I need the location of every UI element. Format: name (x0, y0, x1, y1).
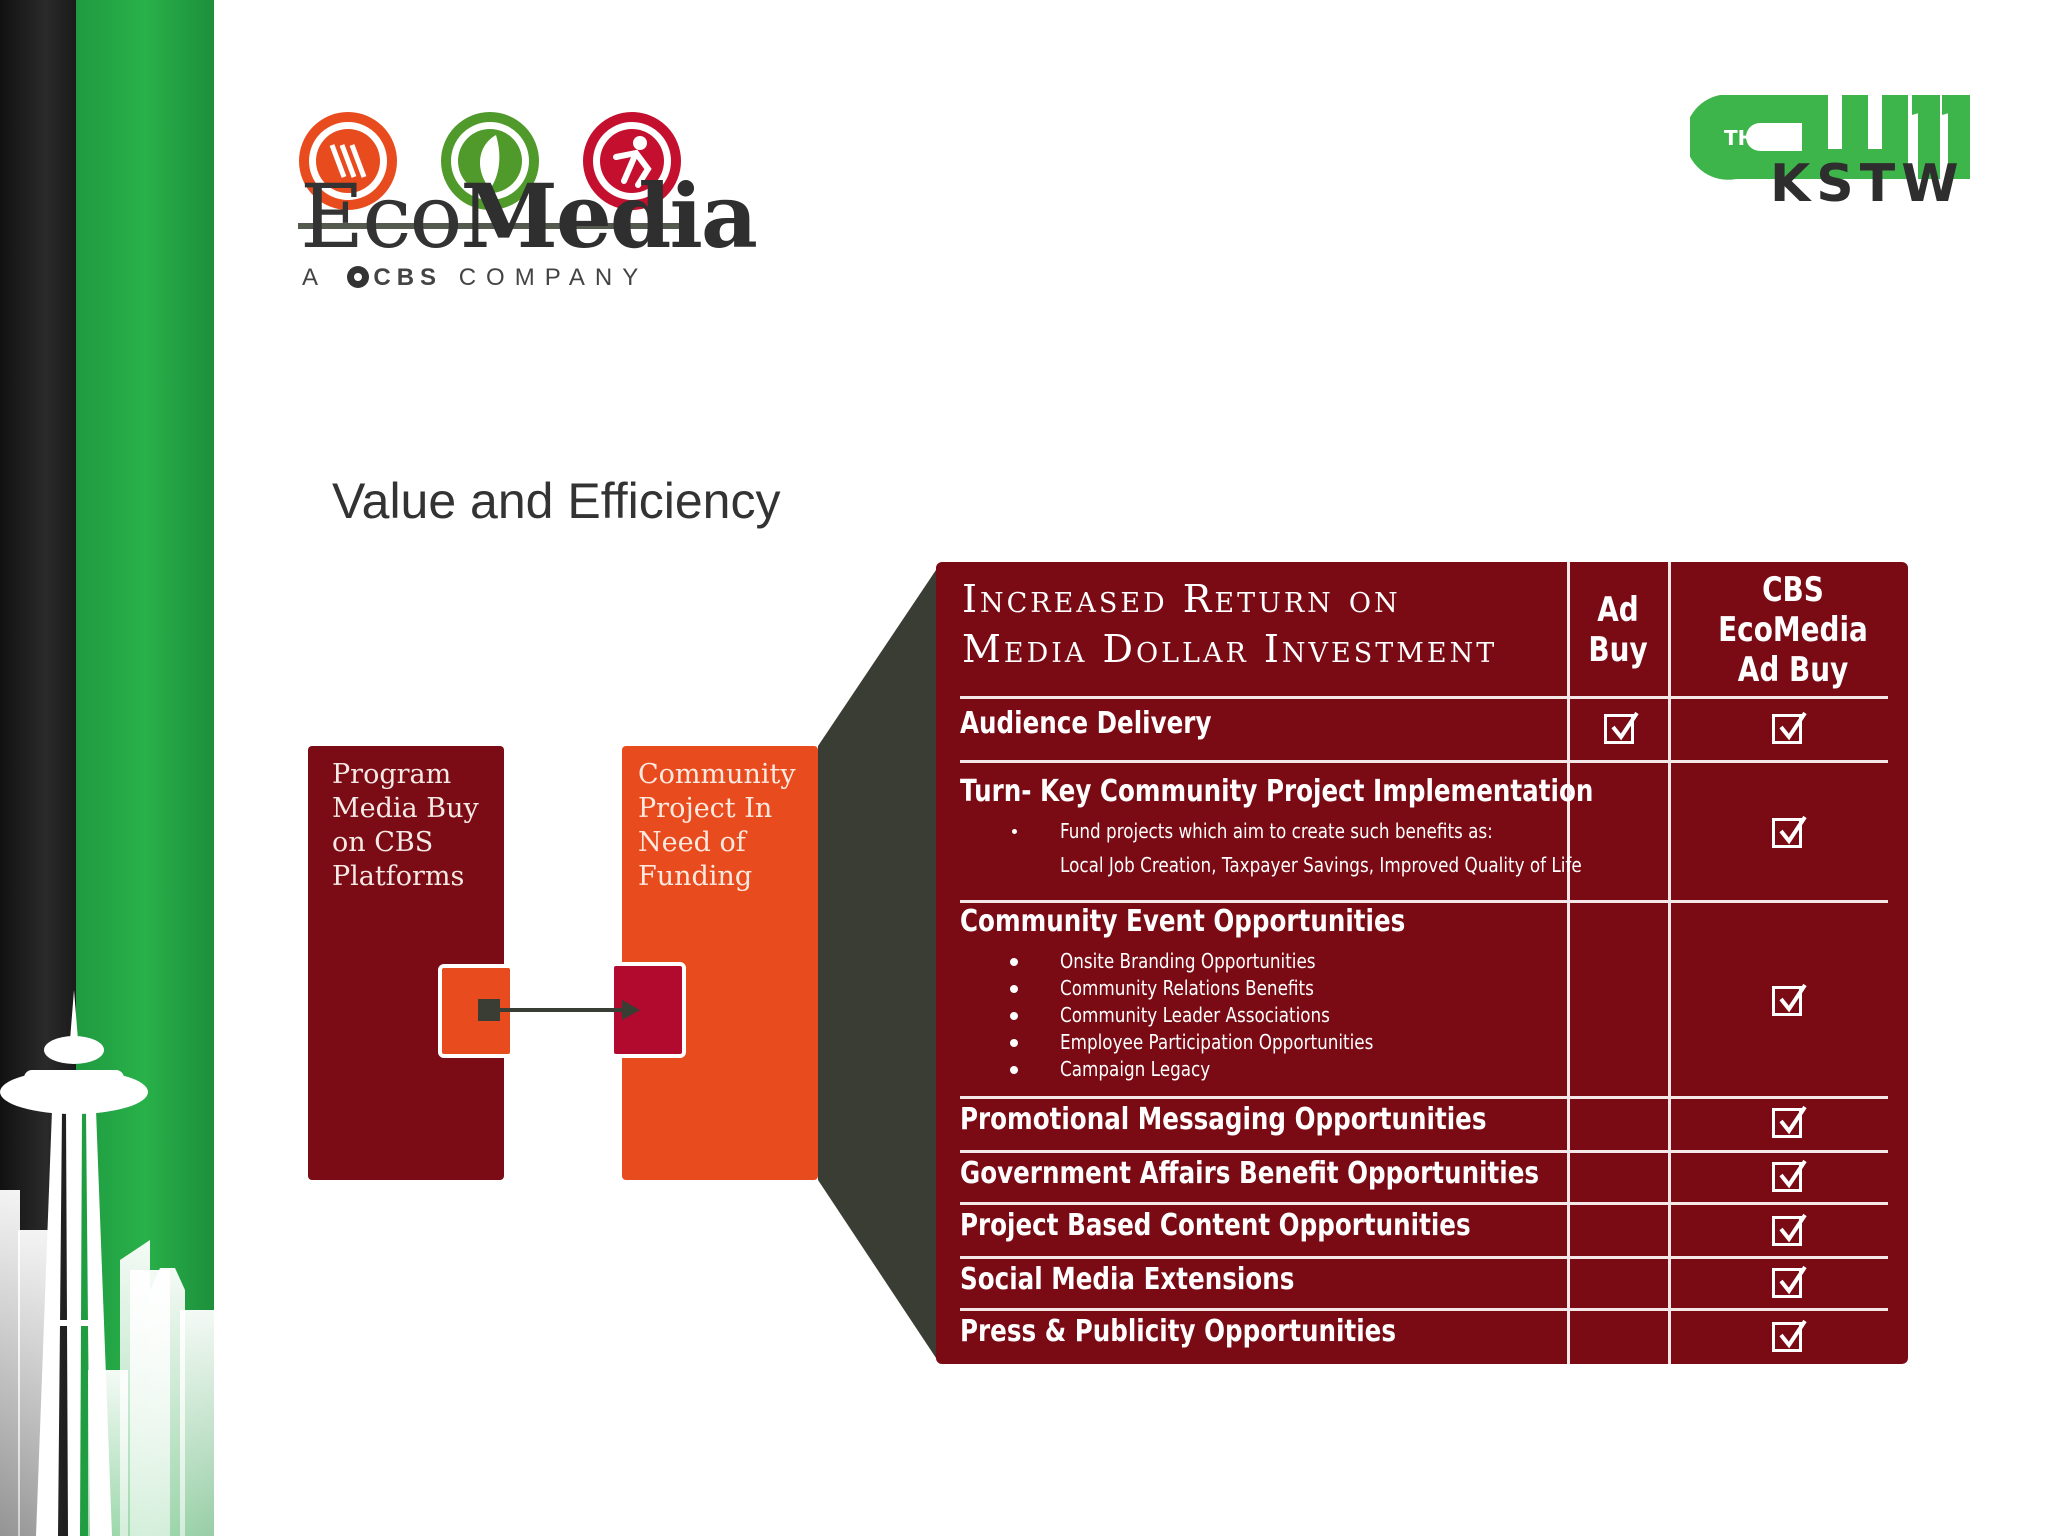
checkbox-checked-icon (1772, 1319, 1807, 1352)
ecomedia-tagline: A CBS COMPANY (302, 264, 649, 291)
table-row-bullet: Employee Participation Opportunities (1060, 1030, 1374, 1054)
bullet-icon (1010, 1012, 1018, 1020)
column-header-cbs-ecomedia: CBS EcoMedia Ad Buy (1718, 570, 1868, 690)
table-title: Increased Return on Media Dollar Investm… (962, 574, 1497, 674)
skyline-graphic (0, 990, 214, 1536)
table-row-label: Promotional Messaging Opportunities (960, 1102, 1487, 1137)
table-row-label: Government Affairs Benefit Opportunities (960, 1156, 1540, 1191)
ecomedia-logo-icons (298, 112, 686, 229)
column-divider (1668, 562, 1671, 1364)
table-row-label: Press & Publicity Opportunities (960, 1314, 1397, 1349)
cw-the-text: THE (1724, 126, 1768, 150)
table-row-bullet: Campaign Legacy (1060, 1057, 1211, 1081)
left-decorative-band (0, 0, 214, 1536)
cw-station-callsign: KSTW (1770, 154, 1965, 214)
checkbox-checked-icon (1772, 983, 1807, 1016)
table-row-bullet: Fund projects which aim to create such b… (1060, 819, 1493, 843)
roi-comparison-table: Increased Return on Media Dollar Investm… (936, 562, 1908, 1364)
checkbox-checked-icon (1604, 711, 1639, 744)
cbs-eye-icon (347, 266, 370, 288)
checkbox-checked-icon (1772, 1159, 1807, 1192)
table-row-label: Social Media Extensions (960, 1262, 1295, 1297)
cw11-logo: THE (1690, 95, 1970, 180)
table-row-label: Project Based Content Opportunities (960, 1208, 1471, 1243)
program-box-label: Program Media Buy on CBS Platforms (332, 759, 479, 892)
community-box-label: Community Project In Need of Funding (638, 759, 796, 892)
table-row-bullet: Community Leader Associations (1060, 1003, 1330, 1027)
bullet-icon (1010, 1066, 1018, 1074)
row-divider (960, 1256, 1888, 1259)
table-row-label: Audience Delivery (960, 706, 1212, 741)
table-row-bullet: Onsite Branding Opportunities (1060, 949, 1316, 973)
ecomedia-wordmark: EcoMedia (300, 164, 758, 268)
table-title-line1: Increased Return on (962, 577, 1401, 621)
checkbox-checked-icon (1772, 711, 1807, 744)
checkbox-checked-icon (1772, 1213, 1807, 1246)
bullet-icon (1010, 958, 1018, 966)
table-title-line2: Media Dollar Investment (962, 627, 1498, 671)
table-row-label: Community Event Opportunities (960, 904, 1406, 939)
row-divider (960, 1202, 1888, 1205)
page-title: Value and Efficiency (332, 473, 781, 529)
bullet-icon (1012, 829, 1017, 834)
bullet-icon (1010, 1039, 1018, 1047)
bullet-icon (1010, 985, 1018, 993)
program-media-buy-box: Program Media Buy on CBS Platforms (308, 746, 504, 1180)
column-header-ad-buy: Ad Buy (1588, 590, 1648, 670)
row-divider (960, 760, 1888, 763)
column-divider (1567, 562, 1570, 1364)
row-divider (960, 1096, 1888, 1099)
row-divider (960, 900, 1888, 903)
table-row-bullet: Community Relations Benefits (1060, 976, 1314, 1000)
checkbox-checked-icon (1772, 815, 1807, 848)
table-row-bullet: Local Job Creation, Taxpayer Savings, Im… (1060, 853, 1582, 877)
checkbox-checked-icon (1772, 1265, 1807, 1298)
row-divider (960, 1308, 1888, 1311)
community-project-box: Community Project In Need of Funding (622, 746, 818, 1180)
checkbox-checked-icon (1772, 1105, 1807, 1138)
row-divider (960, 696, 1888, 699)
table-row-label: Turn- Key Community Project Implementati… (960, 774, 1594, 809)
row-divider (960, 1150, 1888, 1153)
